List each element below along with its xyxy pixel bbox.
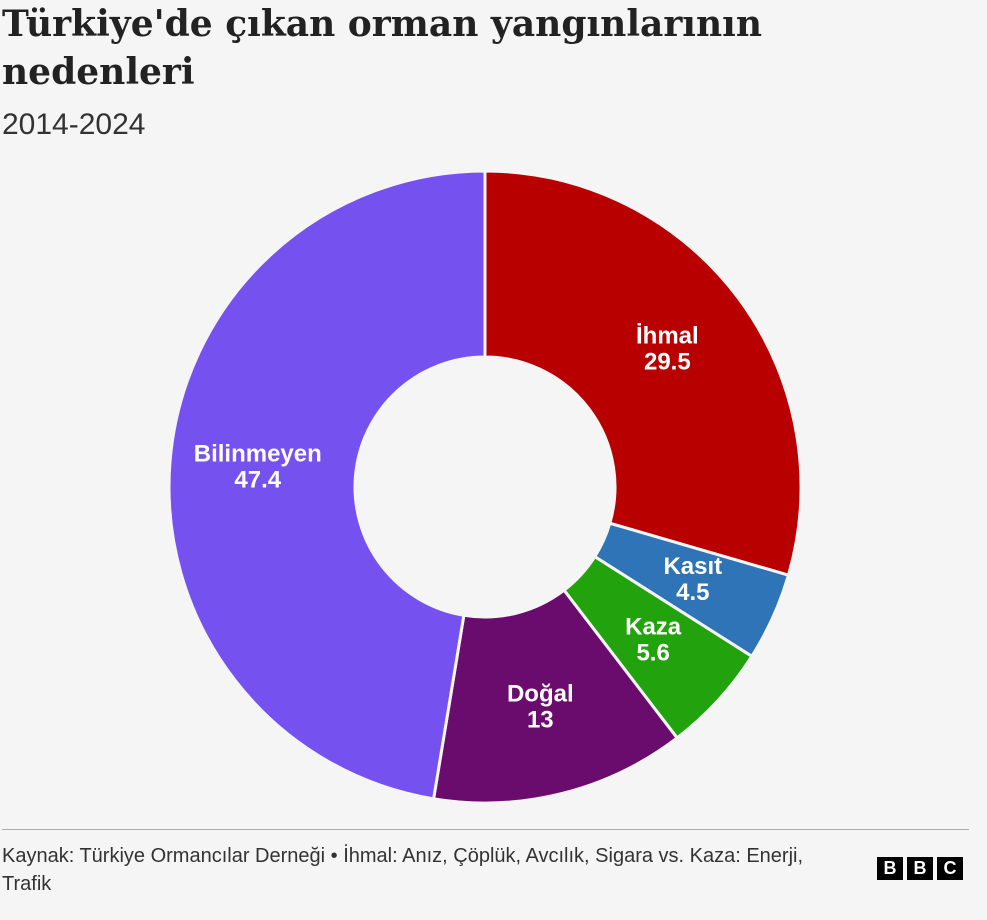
slice-label: İhmal (636, 322, 699, 349)
divider (2, 829, 969, 830)
value-label: 5.6 (636, 639, 669, 666)
donut-slice (483, 169, 803, 578)
slice-label: Kaza (625, 613, 682, 640)
logo: B B C (877, 857, 963, 880)
source-note: Kaynak: Türkiye Ormancılar Derneği • İhm… (2, 845, 804, 895)
chart-title: Türkiye'de çıkan orman yangınlarının ned… (2, 3, 763, 93)
value-label: 47.4 (234, 467, 281, 494)
slice-label: Doğal (507, 681, 574, 708)
chart-subtitle: 2014-2024 (2, 108, 146, 141)
value-label: 13 (527, 707, 554, 734)
slice-label: Bilinmeyen (194, 441, 322, 468)
donut-slice (167, 169, 487, 801)
donut-slice (431, 588, 680, 805)
logo-letter: B (877, 857, 903, 880)
value-label: 4.5 (676, 579, 709, 606)
value-label: 29.5 (644, 348, 691, 375)
logo-letter: C (937, 857, 963, 880)
slice-label: Kasıt (663, 553, 722, 580)
logo-letter: B (907, 857, 933, 880)
